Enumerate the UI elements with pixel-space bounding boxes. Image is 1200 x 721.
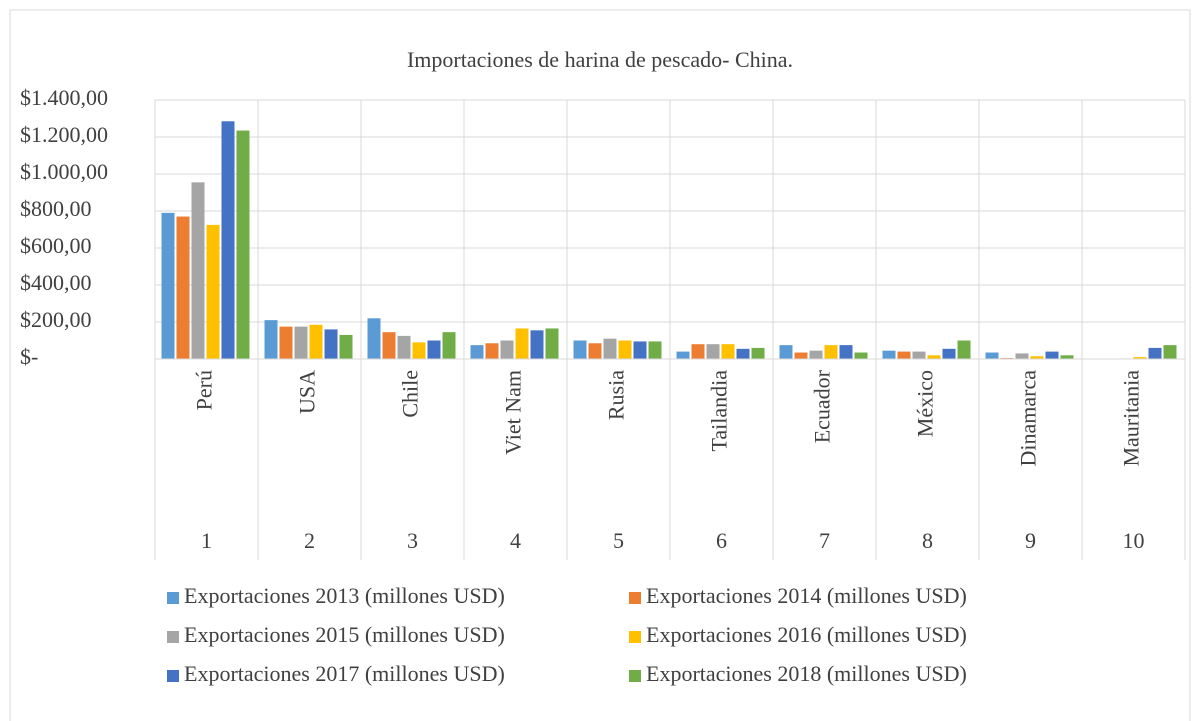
x-group-label: 5: [613, 528, 624, 553]
bar: [736, 348, 750, 359]
y-tick-label: $200,00: [20, 307, 92, 332]
bar: [794, 352, 808, 359]
chart-title: Importaciones de harina de pescado- Chin…: [407, 47, 793, 72]
bar: [309, 324, 323, 359]
bar: [515, 328, 529, 359]
bar: [412, 342, 426, 359]
y-tick-label: $1.400,00: [20, 85, 108, 110]
x-tick-label: Dinamarca: [1016, 370, 1041, 467]
bar: [897, 351, 911, 359]
bar: [618, 340, 632, 359]
legend-label: Exportaciones 2017 (millones USD): [184, 661, 505, 686]
x-group-label: 6: [716, 528, 727, 553]
bar: [691, 344, 705, 359]
bar: [676, 351, 690, 359]
bar: [161, 212, 175, 359]
x-group-label: 3: [407, 528, 418, 553]
legend-swatch: [167, 670, 179, 682]
bar: [221, 121, 235, 360]
bar: [382, 332, 396, 359]
bar: [603, 338, 617, 359]
bar: [648, 341, 662, 359]
x-group-label: 7: [819, 528, 830, 553]
legend-label: Exportaciones 2018 (millones USD): [646, 661, 967, 686]
bar: [176, 216, 190, 359]
x-group-label: 9: [1025, 528, 1036, 553]
bar: [721, 344, 735, 359]
chart-frame: [9, 9, 1191, 721]
bar: [985, 352, 999, 359]
bar: [191, 182, 205, 359]
bar: [442, 332, 456, 359]
x-tick-label: México: [913, 370, 938, 437]
legend-label: Exportaciones 2015 (millones USD): [184, 622, 505, 647]
y-tick-label: $800,00: [20, 196, 92, 221]
bar: [1133, 357, 1147, 359]
bar: [824, 345, 838, 359]
legend-swatch: [167, 592, 179, 604]
bar: [339, 334, 353, 359]
bar: [809, 350, 823, 359]
bar: [588, 343, 602, 359]
bar: [367, 318, 381, 359]
bar: [206, 224, 220, 359]
bar: [839, 345, 853, 359]
x-tick-label: Tailandia: [707, 370, 732, 452]
bar: [545, 328, 559, 359]
bar: [942, 348, 956, 359]
bar: [294, 326, 308, 359]
bar: [1045, 351, 1059, 359]
legend-swatch: [629, 670, 641, 682]
x-tick-label: Ecuador: [810, 369, 835, 443]
legend-label: Exportaciones 2013 (millones USD): [184, 583, 505, 608]
y-tick-label: $400,00: [20, 270, 92, 295]
bar: [530, 330, 544, 359]
y-tick-label: $1.000,00: [20, 159, 108, 184]
bar: [1060, 355, 1074, 359]
bar: [264, 320, 278, 359]
bar: [927, 355, 941, 359]
x-tick-label: Mauritania: [1119, 370, 1144, 467]
y-tick-label: $1.200,00: [20, 122, 108, 147]
bar: [882, 350, 896, 359]
x-group-label: 8: [922, 528, 933, 553]
x-tick-label: Chile: [398, 370, 423, 418]
x-tick-label: USA: [295, 370, 320, 414]
x-group-label: 4: [510, 528, 521, 553]
bar: [633, 341, 647, 359]
bar: [573, 340, 587, 359]
x-tick-label: Rusia: [604, 370, 629, 420]
bar: [957, 340, 971, 359]
bar: [751, 347, 765, 359]
legend-swatch: [629, 592, 641, 604]
x-group-label: 1: [201, 528, 212, 553]
bar: [324, 329, 338, 359]
bar: [1148, 347, 1162, 359]
x-group-label: 10: [1123, 528, 1145, 553]
bar: [912, 351, 926, 359]
bar: [1030, 356, 1044, 359]
legend-swatch: [629, 631, 641, 643]
x-tick-label: Viet Nam: [501, 370, 526, 455]
legend-label: Exportaciones 2016 (millones USD): [646, 622, 967, 647]
bar: [500, 340, 514, 359]
y-tick-label: $600,00: [20, 233, 92, 258]
bar: [779, 345, 793, 359]
bar: [706, 344, 720, 359]
bar: [485, 343, 499, 359]
bar: [1015, 353, 1029, 359]
x-group-label: 2: [304, 528, 315, 553]
legend-swatch: [167, 631, 179, 643]
bar: [470, 345, 484, 359]
legend-label: Exportaciones 2014 (millones USD): [646, 583, 967, 608]
y-tick-label: $-: [20, 344, 38, 369]
bar: [279, 326, 293, 359]
x-tick-label: Perú: [192, 370, 217, 410]
bar: [397, 335, 411, 359]
bar: [854, 352, 868, 359]
bar: [1163, 345, 1177, 359]
bar: [236, 130, 250, 359]
bar: [427, 340, 441, 359]
